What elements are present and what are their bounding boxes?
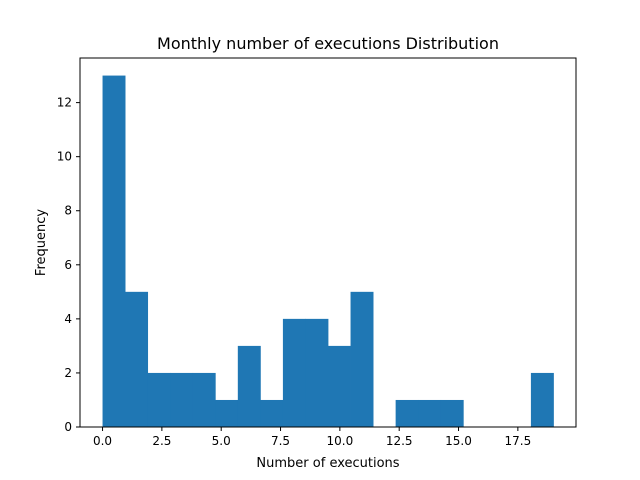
plot-frame <box>79 57 577 428</box>
y-axis-ticks: 0 2 4 6 8 10 12 <box>57 96 80 434</box>
histogram-bar <box>102 75 126 428</box>
histogram-bar <box>328 345 351 427</box>
y-tick-label: 4 <box>64 312 72 326</box>
histogram-bar <box>440 399 464 427</box>
bars-group <box>102 75 554 428</box>
x-axis-label: Number of executions <box>256 456 399 471</box>
histogram-bar <box>282 318 306 427</box>
histogram-bar <box>350 291 374 427</box>
x-tick-label: 0.0 <box>93 434 112 448</box>
chart-title: Monthly number of executions Distributio… <box>157 34 499 53</box>
x-tick-label: 5.0 <box>212 434 231 448</box>
x-tick-label: 10.0 <box>327 434 354 448</box>
histogram-bar <box>147 372 171 427</box>
y-tick-label: 6 <box>64 258 72 272</box>
x-tick-label: 17.5 <box>504 434 531 448</box>
histogram-bar <box>395 399 419 427</box>
histogram-bar <box>260 399 284 427</box>
y-tick-label: 2 <box>64 366 72 380</box>
y-tick-label: 0 <box>64 420 72 434</box>
y-axis-label: Frequency <box>34 209 49 276</box>
y-tick-label: 12 <box>57 96 72 110</box>
histogram-bar <box>237 345 261 427</box>
x-tick-label: 12.5 <box>386 434 413 448</box>
y-tick-label: 8 <box>64 204 72 218</box>
histogram-bar <box>418 399 442 427</box>
histogram-bar <box>170 372 194 427</box>
histogram-bar <box>215 399 239 427</box>
histogram-bar <box>192 372 216 427</box>
x-tick-label: 15.0 <box>445 434 472 448</box>
histogram-bar <box>530 372 554 427</box>
x-tick-label: 2.5 <box>152 434 171 448</box>
y-tick-label: 10 <box>57 150 72 164</box>
histogram-bar <box>125 291 149 427</box>
histogram-bar <box>305 318 329 427</box>
x-axis-ticks: 0.0 2.5 5.0 7.5 10.0 12.5 15.0 17.5 <box>93 427 531 448</box>
x-tick-label: 7.5 <box>271 434 290 448</box>
